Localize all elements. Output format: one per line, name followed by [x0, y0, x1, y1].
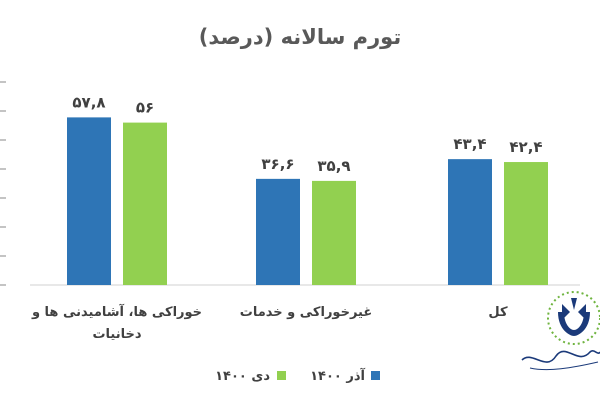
data-label: ۳۵,۹: [317, 157, 350, 175]
category-label: دخانیات: [92, 327, 141, 342]
category-label: خوراکی ها، آشامیدنی ها و: [31, 303, 202, 320]
bar: [123, 122, 167, 285]
data-label: ۴۳,۴: [453, 135, 486, 153]
legend-swatch: [277, 371, 286, 380]
bar-group: [67, 117, 548, 285]
bar: [312, 180, 356, 285]
logo-calligraphy: [521, 350, 600, 363]
data-label: ۴۲,۴: [509, 138, 542, 156]
category-label: غیرخوراکی و خدمات: [240, 305, 372, 320]
data-label: ۵۷,۸: [72, 93, 105, 111]
data-label: ۳۶,۶: [261, 155, 294, 173]
left-tick-marks: [0, 81, 6, 286]
legend-label: دی ۱۴۰۰: [215, 369, 270, 384]
data-label-group: ۵۷,۸ ۵۶ ۳۶,۶ ۳۵,۹ ۴۳,۴ ۴۲,۴: [72, 93, 542, 175]
data-label: ۵۶: [136, 99, 154, 117]
legend: آذر ۱۴۰۰ دی ۱۴۰۰: [215, 367, 380, 384]
chart-title: تورم سالانه (درصد): [199, 25, 401, 49]
legend-swatch: [371, 371, 380, 380]
bar: [448, 159, 492, 285]
bar: [504, 162, 548, 285]
logo-calligraphy-stroke: [529, 361, 599, 371]
organization-seal-logo: [547, 291, 600, 345]
bar: [256, 178, 300, 285]
category-label-group: خوراکی ها، آشامیدنی ها و دخانیات غیرخوراکی…: [31, 303, 508, 342]
category-label: کل: [488, 305, 508, 320]
bar: [67, 117, 111, 285]
legend-label: آذر ۱۴۰۰: [310, 367, 365, 384]
